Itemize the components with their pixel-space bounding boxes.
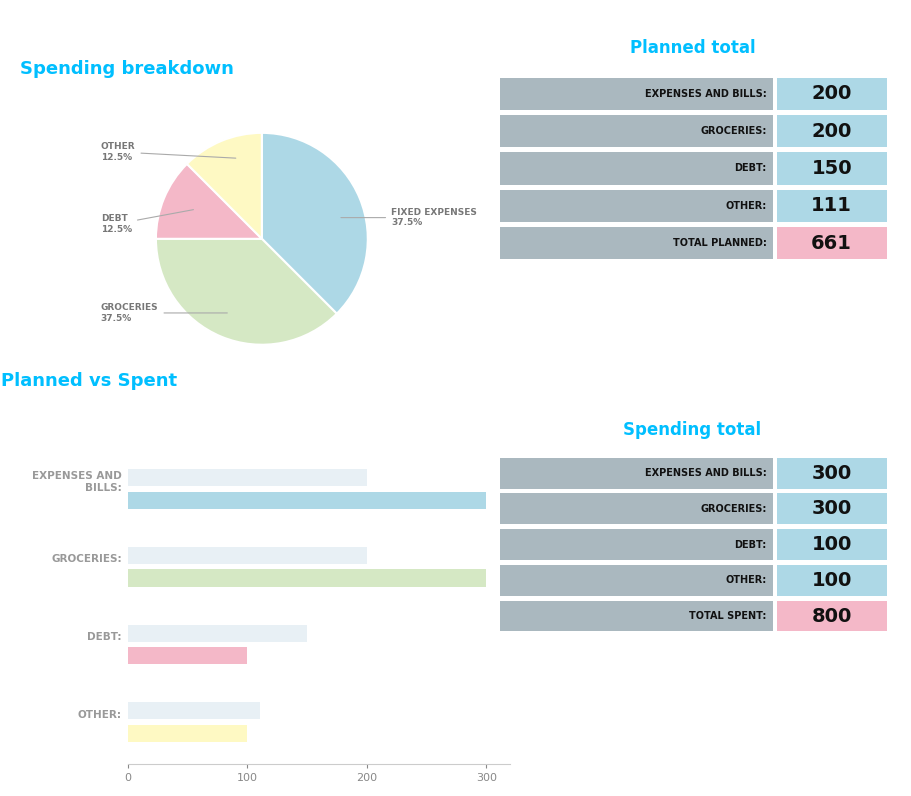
Bar [128,725,247,742]
Bar [500,189,773,222]
Bar [128,492,486,509]
Wedge shape [187,133,261,239]
Text: 300: 300 [812,463,852,482]
Text: EXPENSES AND BILLS:: EXPENSES AND BILLS: [645,468,766,478]
Bar [128,569,486,587]
Bar [128,547,366,564]
Bar [128,469,366,486]
Text: DEBT:: DEBT: [734,540,766,549]
Text: GROCERIES:: GROCERIES: [701,126,766,136]
Text: TOTAL SPENT:: TOTAL SPENT: [689,611,766,621]
Text: OTHER
12.5%: OTHER 12.5% [101,142,236,162]
Text: 100: 100 [812,535,852,554]
Text: TOTAL PLANNED:: TOTAL PLANNED: [672,238,766,248]
Text: OTHER:: OTHER: [725,201,766,211]
Text: 100: 100 [812,571,852,590]
Text: EXPENSES AND BILLS:: EXPENSES AND BILLS: [645,88,766,99]
Wedge shape [156,239,337,345]
Text: Spending breakdown: Spending breakdown [20,60,234,78]
Text: Planned vs Spent: Planned vs Spent [1,372,178,390]
Text: 300: 300 [812,499,852,518]
Bar [128,625,307,642]
Text: DEBT
12.5%: DEBT 12.5% [101,209,193,234]
Text: 200: 200 [812,84,852,103]
Bar [776,601,886,631]
Bar [500,601,773,631]
Bar [500,227,773,259]
Bar [776,458,886,489]
Text: 111: 111 [811,197,852,215]
Bar [128,702,261,720]
Text: 800: 800 [812,607,852,626]
Text: FIXED EXPENSES
37.5%: FIXED EXPENSES 37.5% [341,208,477,228]
Text: Spending total: Spending total [623,420,762,439]
Wedge shape [156,164,261,239]
Bar [500,565,773,595]
Bar [776,152,886,185]
Bar [500,152,773,185]
Text: 150: 150 [812,159,852,178]
Text: 200: 200 [812,122,852,141]
Bar [500,78,773,110]
Bar [776,115,886,147]
Wedge shape [261,133,368,314]
Bar [128,647,247,664]
Text: GROCERIES
37.5%: GROCERIES 37.5% [101,303,228,322]
Bar [500,529,773,560]
Bar [500,458,773,489]
Text: Planned total: Planned total [630,39,755,57]
Bar [776,227,886,259]
Bar [776,494,886,525]
Bar [776,78,886,110]
Bar [776,189,886,222]
Text: OTHER:: OTHER: [725,576,766,585]
Bar [776,529,886,560]
Text: 661: 661 [811,233,852,252]
Bar [776,565,886,595]
Text: DEBT:: DEBT: [734,163,766,174]
Text: GROCERIES:: GROCERIES: [701,504,766,514]
Bar [500,494,773,525]
Bar [500,115,773,147]
